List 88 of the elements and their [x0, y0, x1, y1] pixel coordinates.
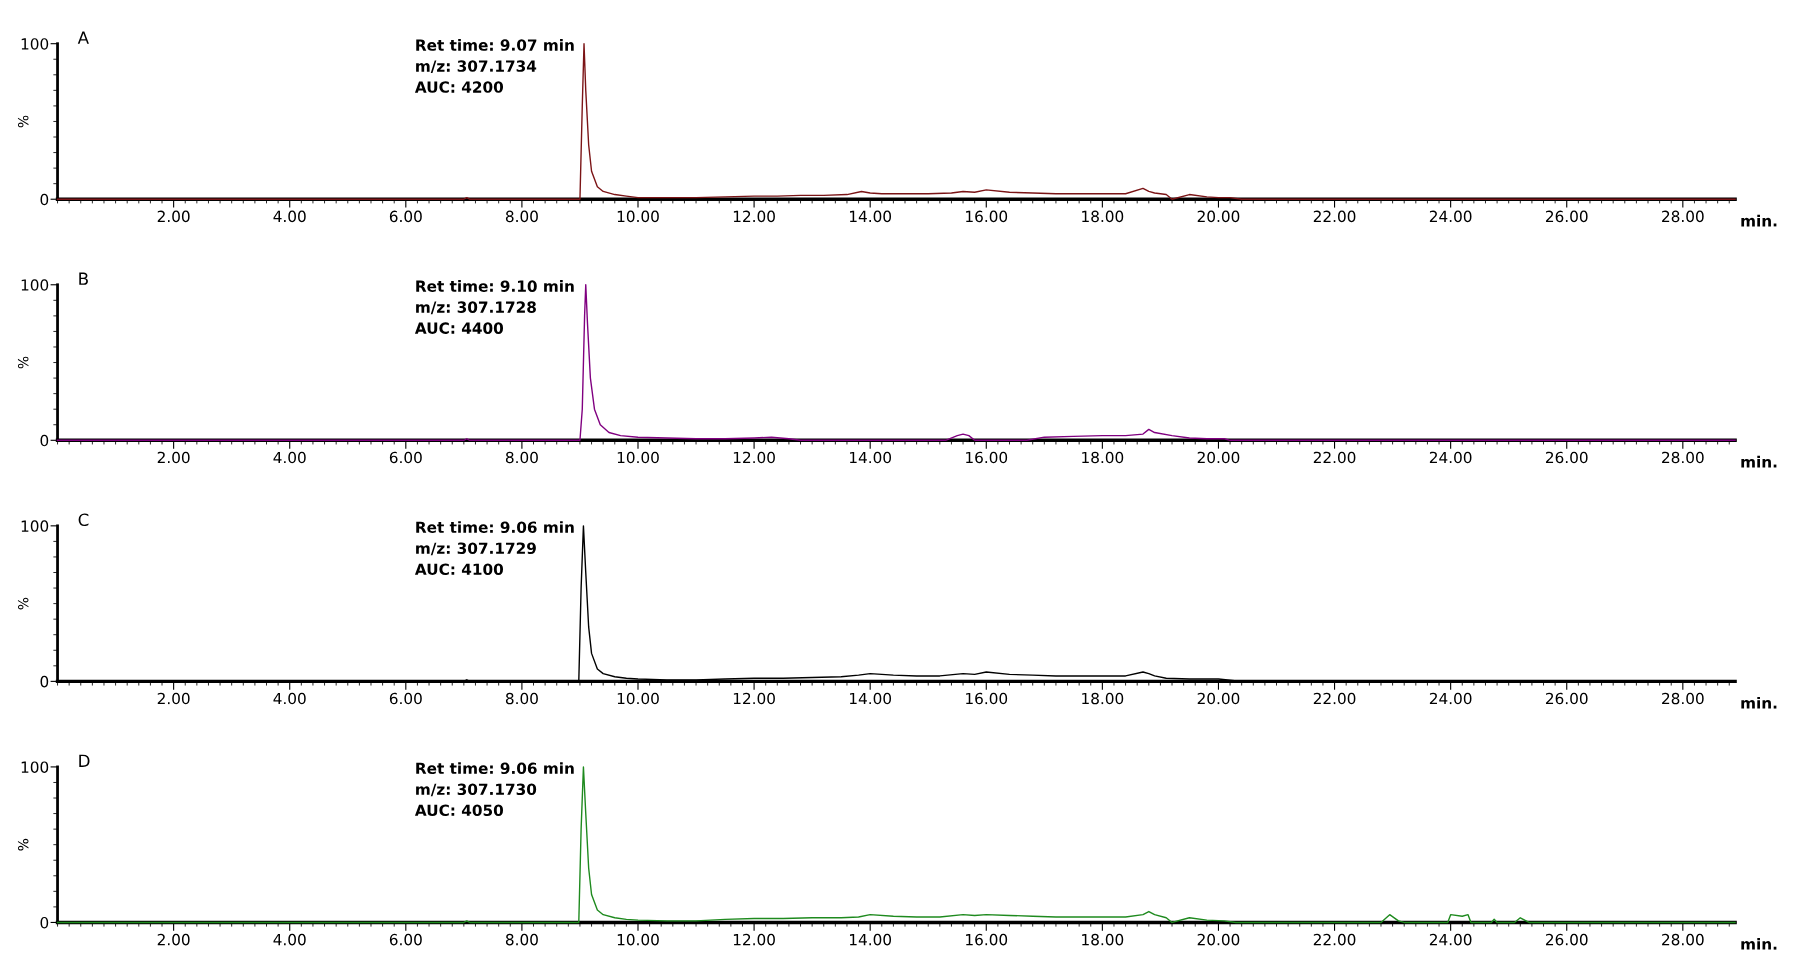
annotation: m/z: 307.1734: [416, 60, 537, 74]
x-tick-label: 26.00: [1545, 933, 1588, 946]
x-tick-label: 2.00: [157, 692, 190, 705]
x-tick-label: 10.00: [617, 451, 659, 464]
x-tick-label: 16.00: [966, 692, 1008, 705]
x-tick-label: 24.00: [1429, 692, 1472, 705]
x-tick-label: 8.00: [505, 451, 538, 464]
x-tick-label: 6.00: [389, 933, 422, 946]
y-tick-label: 100: [21, 520, 49, 532]
x-tick-label: 8.00: [505, 692, 538, 705]
x-tick-label: 18.00: [1082, 692, 1124, 705]
chart-title: C: [78, 513, 89, 527]
x-tick-label: 28.00: [1662, 210, 1704, 223]
x-tick-label: 16.00: [966, 933, 1008, 946]
annotation: AUC: 4400: [414, 322, 504, 334]
y-tick-label: 0: [40, 916, 49, 929]
x-tick-label: 22.00: [1313, 451, 1356, 464]
x-axis-title: min.: [1741, 214, 1777, 227]
x-tick-label: 20.00: [1197, 210, 1240, 223]
x-tick-label: 2.00: [157, 933, 190, 946]
annotation: m/z: 307.1730: [416, 783, 537, 797]
x-axis-title: min.: [1741, 696, 1777, 709]
x-tick-label: 24.00: [1429, 210, 1472, 223]
annotation: m/z: 307.1728: [416, 301, 536, 315]
annotation: Ret time: 9.06 min: [416, 762, 574, 775]
x-tick-label: 20.00: [1197, 692, 1240, 705]
x-tick-label: 14.00: [849, 451, 892, 464]
x-tick-label: 12.00: [733, 933, 775, 946]
annotation: Ret time: 9.10 min: [416, 280, 574, 292]
annotation: Ret time: 9.06 min: [416, 521, 574, 533]
annotation: m/z: 307.1729: [416, 542, 536, 556]
x-tick-label: 4.00: [273, 692, 306, 705]
x-tick-label: 4.00: [273, 210, 306, 223]
x-tick-label: 2.00: [157, 451, 190, 464]
y-axis-title: %: [17, 115, 29, 128]
x-tick-label: 24.00: [1429, 933, 1472, 946]
y-axis-title: %: [17, 838, 29, 851]
x-tick-label: 16.00: [966, 451, 1008, 464]
y-axis-title: %: [17, 597, 29, 610]
x-tick-label: 6.00: [389, 692, 422, 705]
x-tick-label: 12.00: [733, 210, 775, 223]
x-tick-label: 8.00: [505, 933, 538, 946]
y-tick-label: 0: [40, 434, 49, 447]
y-axis-title: %: [17, 356, 29, 369]
y-tick-label: 0: [40, 675, 49, 688]
x-tick-label: 20.00: [1197, 933, 1240, 946]
x-tick-label: 14.00: [849, 210, 892, 223]
x-tick-label: 22.00: [1313, 933, 1356, 946]
annotation: AUC: 4200: [414, 81, 504, 93]
x-tick-label: 20.00: [1197, 451, 1240, 464]
x-tick-label: 14.00: [849, 933, 892, 946]
annotation: AUC: 4050: [414, 804, 504, 817]
chart-title: D: [79, 754, 90, 767]
x-tick-label: 28.00: [1662, 933, 1704, 946]
x-tick-label: 10.00: [617, 210, 659, 223]
y-tick-label: 100: [21, 38, 49, 50]
x-axis-title: min.: [1741, 455, 1777, 468]
x-tick-label: 18.00: [1082, 933, 1124, 946]
x-tick-label: 26.00: [1545, 210, 1588, 223]
x-tick-label: 24.00: [1429, 451, 1472, 464]
x-tick-label: 22.00: [1313, 692, 1356, 705]
y-tick-label: 100: [21, 761, 49, 773]
y-tick-label: 0: [40, 193, 49, 206]
x-tick-label: 2.00: [157, 210, 190, 223]
chart-title: B: [79, 272, 88, 285]
x-tick-label: 6.00: [389, 210, 422, 223]
x-tick-label: 10.00: [617, 692, 659, 705]
y-tick-label: 100: [21, 279, 49, 291]
x-tick-label: 26.00: [1545, 692, 1588, 705]
x-tick-label: 18.00: [1082, 451, 1124, 464]
x-tick-label: 8.00: [505, 210, 538, 223]
x-tick-label: 10.00: [617, 933, 659, 946]
x-tick-label: 28.00: [1662, 692, 1704, 705]
x-tick-label: 4.00: [273, 933, 306, 946]
x-tick-label: 26.00: [1545, 451, 1588, 464]
x-tick-label: 18.00: [1082, 210, 1124, 223]
x-tick-label: 6.00: [389, 451, 422, 464]
x-axis-title: min.: [1741, 938, 1777, 950]
annotation: AUC: 4100: [414, 563, 504, 575]
x-tick-label: 12.00: [733, 692, 775, 705]
x-tick-label: 14.00: [849, 692, 892, 705]
x-tick-label: 28.00: [1662, 451, 1704, 464]
x-tick-label: 4.00: [273, 451, 306, 464]
annotation: Ret time: 9.07 min: [416, 39, 574, 51]
chart-title: A: [77, 31, 89, 44]
x-tick-label: 12.00: [733, 451, 775, 464]
x-tick-label: 22.00: [1313, 210, 1356, 223]
x-tick-label: 16.00: [966, 210, 1008, 223]
